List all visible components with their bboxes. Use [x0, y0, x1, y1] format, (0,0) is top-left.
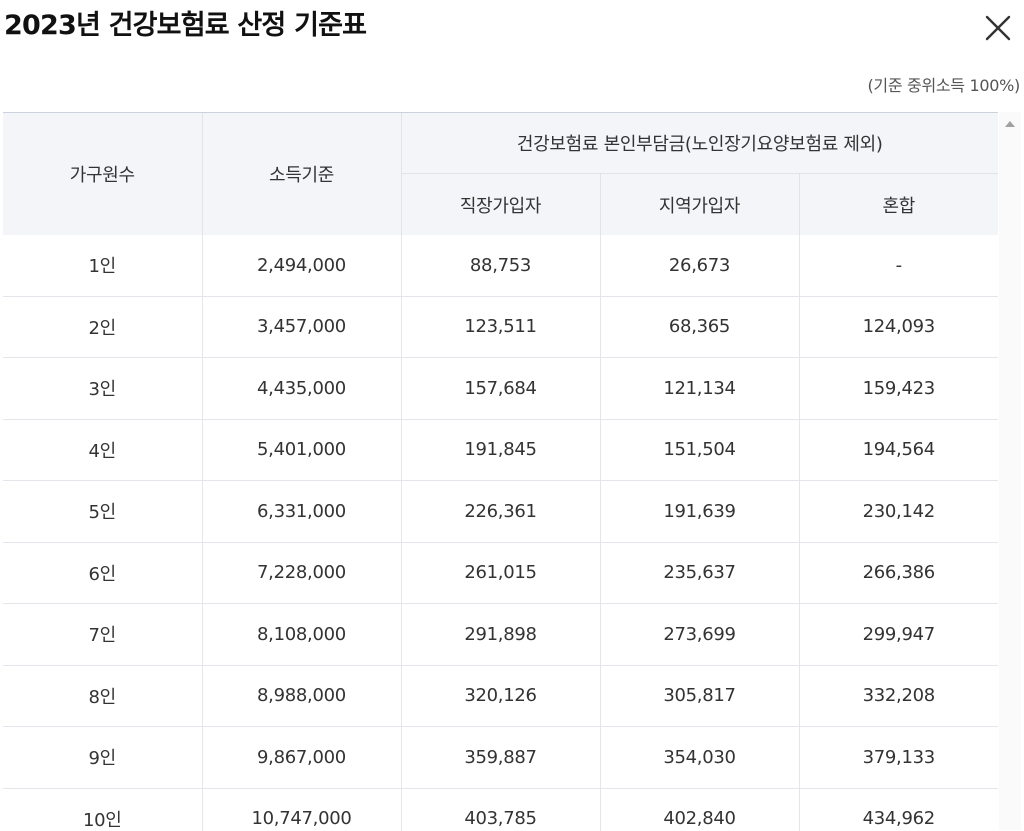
table-header: 가구원수 소득기준 건강보험료 본인부담금(노인장기요양보험료 제외) 직장가입…: [3, 113, 998, 235]
dialog-title: 2023년 건강보험료 산정 기준표: [4, 10, 367, 41]
cell-employee: 88,753: [401, 235, 601, 296]
table-container: 가구원수 소득기준 건강보험료 본인부담금(노인장기요양보험료 제외) 직장가입…: [3, 112, 998, 831]
cell-household: 10인: [3, 787, 203, 831]
cell-household: 8인: [3, 664, 203, 727]
table-row: 7인 8,108,000 291,898 273,699 299,947: [3, 603, 998, 665]
cell-employee: 359,887: [401, 726, 601, 788]
cell-household: 1인: [3, 235, 203, 296]
cell-mixed: 332,208: [799, 664, 998, 727]
cell-employee: 191,845: [401, 418, 601, 481]
cell-household: 3인: [3, 357, 203, 419]
cell-regional: 26,673: [600, 235, 800, 296]
cell-employee: 157,684: [401, 357, 601, 419]
cell-regional: 354,030: [600, 726, 800, 788]
cell-income: 8,108,000: [202, 603, 402, 665]
header-employee: 직장가입자: [401, 173, 601, 235]
cell-income: 5,401,000: [202, 418, 402, 481]
cell-income: 3,457,000: [202, 295, 402, 358]
cell-employee: 261,015: [401, 541, 601, 604]
table-row: 4인 5,401,000 191,845 151,504 194,564: [3, 418, 998, 481]
cell-household: 2인: [3, 295, 203, 358]
cell-mixed: 194,564: [799, 418, 998, 481]
table-row: 6인 7,228,000 261,015 235,637 266,386: [3, 541, 998, 604]
cell-income: 7,228,000: [202, 541, 402, 604]
table-row: 10인 10,747,000 403,785 402,840 434,962: [3, 787, 998, 831]
close-button[interactable]: [982, 12, 1014, 44]
cell-mixed: 124,093: [799, 295, 998, 358]
cell-mixed: 159,423: [799, 357, 998, 419]
vertical-scrollbar[interactable]: [999, 112, 1021, 830]
cell-income: 4,435,000: [202, 357, 402, 419]
cell-income: 9,867,000: [202, 726, 402, 788]
cell-mixed: 299,947: [799, 603, 998, 665]
cell-household: 9인: [3, 726, 203, 788]
table-row: 3인 4,435,000 157,684 121,134 159,423: [3, 357, 998, 419]
cell-household: 4인: [3, 418, 203, 481]
cell-income: 2,494,000: [202, 235, 402, 296]
cell-employee: 123,511: [401, 295, 601, 358]
table-row: 9인 9,867,000 359,887 354,030 379,133: [3, 726, 998, 788]
cell-income: 8,988,000: [202, 664, 402, 727]
cell-mixed: 230,142: [799, 480, 998, 542]
close-icon: [985, 15, 1011, 41]
scroll-up-arrow-icon[interactable]: [999, 118, 1021, 132]
header-premium-group: 건강보험료 본인부담금(노인장기요양보험료 제외): [401, 113, 998, 174]
cell-employee: 291,898: [401, 603, 601, 665]
cell-regional: 402,840: [600, 787, 800, 831]
premium-table: 가구원수 소득기준 건강보험료 본인부담금(노인장기요양보험료 제외) 직장가입…: [3, 113, 998, 831]
cell-mixed: 266,386: [799, 541, 998, 604]
cell-regional: 273,699: [600, 603, 800, 665]
cell-household: 6인: [3, 541, 203, 604]
cell-regional: 68,365: [600, 295, 800, 358]
cell-employee: 403,785: [401, 787, 601, 831]
cell-regional: 235,637: [600, 541, 800, 604]
cell-regional: 191,639: [600, 480, 800, 542]
cell-household: 5인: [3, 480, 203, 542]
table-row: 2인 3,457,000 123,511 68,365 124,093: [3, 295, 998, 358]
header-regional: 지역가입자: [600, 173, 800, 235]
basis-note: (기준 중위소득 100%): [867, 76, 1020, 95]
cell-mixed: 379,133: [799, 726, 998, 788]
cell-regional: 305,817: [600, 664, 800, 727]
cell-regional: 151,504: [600, 418, 800, 481]
header-household: 가구원수: [3, 113, 203, 235]
table-row: 5인 6,331,000 226,361 191,639 230,142: [3, 480, 998, 542]
cell-household: 7인: [3, 603, 203, 665]
table-body: 1인 2,494,000 88,753 26,673 - 2인 3,457,000 123,…: [3, 235, 998, 831]
cell-mixed: 434,962: [799, 787, 998, 831]
cell-mixed: -: [895, 254, 903, 276]
table-row: 1인 2,494,000 88,753 26,673 -: [3, 235, 998, 296]
cell-employee: 320,126: [401, 664, 601, 727]
header-income: 소득기준: [202, 113, 402, 235]
cell-income: 6,331,000: [202, 480, 402, 542]
header-mixed: 혼합: [799, 173, 998, 235]
cell-employee: 226,361: [401, 480, 601, 542]
cell-income: 10,747,000: [202, 787, 402, 831]
cell-regional: 121,134: [600, 357, 800, 419]
table-row: 8인 8,988,000 320,126 305,817 332,208: [3, 664, 998, 727]
